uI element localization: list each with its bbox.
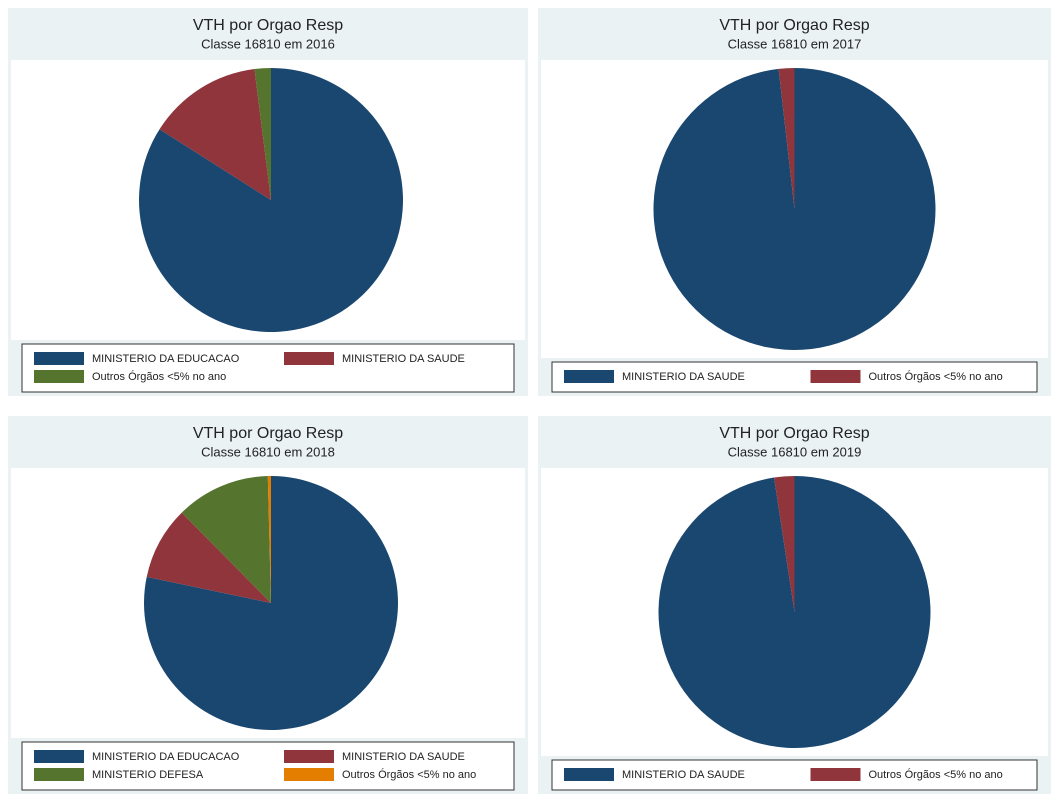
legend-box	[21, 343, 515, 393]
pie-slice	[267, 476, 271, 603]
pie-slice	[159, 69, 271, 200]
chart-title: VTH por Orgao Resp	[193, 425, 343, 442]
legend-label: MINISTERIO DA EDUCACAO	[92, 353, 240, 365]
chart-title: VTH por Orgao Resp	[719, 425, 869, 442]
legend-label: MINISTERIO DA EDUCACAO	[92, 751, 240, 763]
legend-swatch	[564, 768, 614, 781]
legend-swatch	[34, 370, 84, 383]
legend-swatch	[284, 768, 334, 781]
pie-slice	[774, 476, 795, 612]
chart-subtitle: Classe 16810 em 2017	[728, 36, 862, 51]
legend-label: MINISTERIO DA SAUDE	[342, 353, 465, 365]
legend-swatch	[34, 768, 84, 781]
legend-label: Outros Órgãos <5% no ano	[869, 768, 1003, 781]
legend-swatch	[284, 352, 334, 365]
pie-slice	[653, 68, 936, 350]
chart-subtitle: Classe 16810 em 2018	[201, 444, 335, 459]
pie-slice	[778, 68, 795, 209]
chart-subtitle: Classe 16810 em 2016	[201, 36, 335, 51]
legend-swatch	[810, 768, 861, 781]
legend-label: Outros Órgãos <5% no ano	[342, 768, 476, 781]
legend-box	[21, 741, 515, 791]
legend-label: Outros Órgãos <5% no ano	[869, 370, 1003, 383]
legend-swatch	[284, 750, 334, 763]
legend-swatch	[810, 370, 861, 383]
chart-title: VTH por Orgao Resp	[193, 17, 343, 34]
legend-label: MINISTERIO DEFESA	[92, 769, 204, 781]
pie-slice	[254, 68, 271, 200]
chart-subtitle: Classe 16810 em 2019	[728, 444, 862, 459]
legend-label: MINISTERIO DA SAUDE	[622, 371, 745, 383]
legend-label: Outros Órgãos <5% no ano	[92, 370, 226, 383]
legend-swatch	[34, 352, 84, 365]
pie-slice	[146, 512, 271, 603]
legend-label: MINISTERIO DA SAUDE	[622, 769, 745, 781]
pie-slice	[181, 476, 271, 603]
legend-box	[551, 361, 1038, 393]
legend-box	[551, 759, 1038, 791]
legend-label: MINISTERIO DA SAUDE	[342, 751, 465, 763]
legend-swatch	[34, 750, 84, 763]
legend-swatch	[564, 370, 614, 383]
chart-title: VTH por Orgao Resp	[719, 17, 869, 34]
